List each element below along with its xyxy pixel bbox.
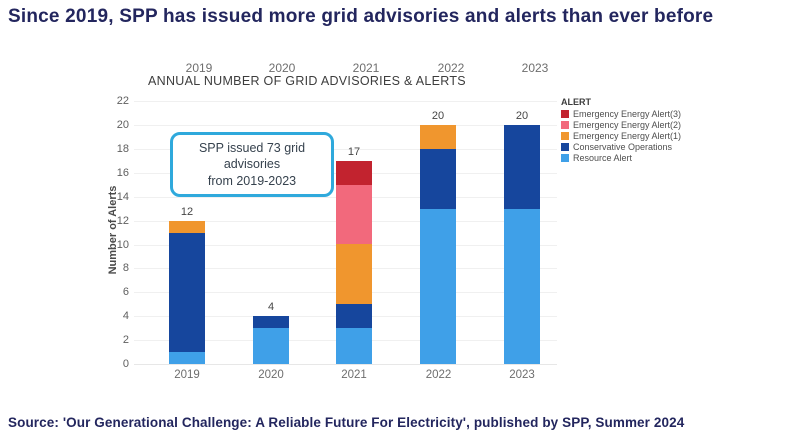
y-tick-label: 12 (116, 214, 129, 227)
bar-segment-2023 (504, 125, 540, 209)
legend-swatch (561, 110, 569, 119)
x-tick-label: 2023 (509, 369, 535, 381)
gridline (134, 148, 557, 150)
annotation-line-2: from 2019-2023 (207, 173, 297, 188)
x-tick-label: 2021 (341, 369, 367, 381)
bar-segment-2021 (336, 328, 372, 364)
legend-item: Conservative Operations (561, 141, 681, 152)
legend-item: Emergency Energy Alert(1) (561, 131, 681, 142)
bar-segment-2020 (253, 328, 289, 364)
bar-2022 (420, 125, 456, 364)
column-header: 2022 (437, 61, 465, 75)
legend-label: Resource Alert (573, 152, 633, 163)
x-tick-label: 2020 (258, 369, 284, 381)
legend-items: Emergency Energy Alert(3) Emergency Energ… (561, 109, 681, 163)
legend-title: ALERT (561, 97, 591, 107)
column-header: 2023 (521, 61, 549, 75)
bar-total-label: 17 (347, 145, 361, 158)
y-tick-label: 10 (116, 238, 129, 251)
bar-total-label: 12 (180, 205, 194, 218)
bar-segment-2019 (169, 232, 205, 353)
bar-segment-2023 (504, 208, 540, 364)
legend-swatch (561, 121, 569, 130)
y-tick-label: 20 (116, 119, 129, 131)
legend-label: Emergency Energy Alert(2) (573, 120, 682, 131)
column-header: 2020 (268, 61, 296, 75)
y-tick-label: 14 (116, 190, 129, 203)
y-tick-label: 18 (116, 142, 129, 155)
source-note: Source: 'Our Generational Challenge: A R… (8, 415, 685, 430)
bar-total-label: 20 (515, 110, 529, 122)
bar-segment-2021 (336, 184, 372, 245)
legend-item: Resource Alert (561, 152, 681, 163)
column-header: 2021 (352, 61, 380, 75)
column-header: 2019 (185, 61, 213, 75)
y-tick-label: 0 (122, 358, 129, 370)
bar-segment-2019 (169, 220, 205, 233)
bar-segment-2022 (420, 148, 456, 209)
y-tick-label: 22 (116, 95, 129, 108)
legend-swatch (561, 131, 569, 140)
gridline (134, 101, 557, 103)
bar-2020 (253, 316, 289, 364)
bar-segment-2021 (336, 244, 372, 305)
bar-segment-2021 (336, 160, 372, 185)
x-tick-label: 2022 (425, 369, 452, 381)
annotation-box: SPP issued 73 grid advisories from 2019-… (170, 132, 334, 197)
bar-segment-2019 (169, 352, 205, 364)
y-tick-label: 6 (122, 286, 129, 299)
bar-total-label: 4 (267, 301, 275, 314)
bar-segment-2020 (253, 316, 289, 329)
legend-item: Emergency Energy Alert(2) (561, 120, 681, 131)
x-tick-label: 2019 (174, 369, 200, 381)
bar-segment-2021 (336, 304, 372, 329)
bar-segment-2022 (420, 208, 456, 364)
legend: ALERT Emergency Energy Alert(3) Emergency… (561, 97, 681, 163)
bar-segment-2022 (420, 125, 456, 149)
chart-title: ANNUAL NUMBER OF GRID ADVISORIES & ALERT… (148, 74, 466, 88)
legend-label: Conservative Operations (573, 141, 673, 152)
legend-item: Emergency Energy Alert(3) (561, 109, 681, 120)
y-tick-label: 2 (122, 334, 129, 347)
bar-2021 (336, 160, 372, 364)
legend-label: Emergency Energy Alert(3) (573, 109, 682, 120)
legend-swatch (561, 153, 569, 162)
y-tick-label: 16 (116, 166, 129, 179)
annotation-line-1: SPP issued 73 grid advisories (198, 141, 306, 172)
bar-2023 (504, 125, 540, 364)
bar-total-label: 20 (431, 110, 445, 122)
gridline (134, 364, 557, 365)
legend-label: Emergency Energy Alert(1) (573, 130, 682, 141)
page-title: Since 2019, SPP has issued more grid adv… (8, 6, 714, 27)
bar-2019 (169, 220, 205, 364)
y-tick-label: 8 (122, 262, 129, 275)
legend-swatch (561, 142, 569, 151)
gridline (134, 125, 557, 126)
y-tick-label: 4 (122, 310, 129, 323)
